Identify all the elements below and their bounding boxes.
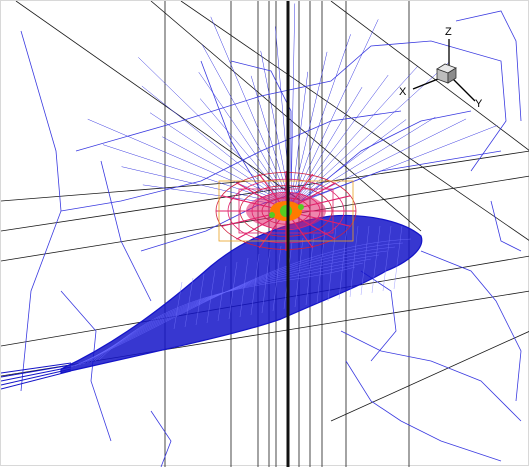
fuselage-mesh-line	[239, 257, 249, 318]
fuselage-mesh-line	[98, 266, 356, 361]
wake-line	[149, 112, 292, 207]
y-axis-label: Y	[475, 98, 483, 110]
tail-boom-line	[1, 368, 72, 386]
rotor-bounding-box	[218, 180, 354, 242]
wake-line	[201, 44, 292, 207]
rotor-hub-marker	[298, 204, 304, 210]
tail-boom-line	[1, 362, 72, 374]
tail-boom-line	[1, 366, 72, 382]
fuselage-mesh-line	[184, 277, 194, 328]
wireframe-edge	[230, 60, 292, 181]
wake-line	[290, 74, 389, 207]
wireframe-edge	[420, 250, 522, 402]
wake-line	[199, 98, 292, 207]
fuselage-mesh-line	[261, 249, 271, 314]
grid-line-diagonal	[330, 1, 529, 151]
wake-line	[290, 61, 450, 207]
wireframe-edge	[340, 330, 522, 422]
fuselage-mesh-line	[272, 245, 282, 312]
wake-line	[290, 3, 296, 207]
wake-line	[290, 86, 363, 207]
fuselage-mesh-line	[316, 229, 326, 304]
fuselage-mesh-line	[349, 225, 359, 298]
grid-line-diagonal	[1, 150, 529, 232]
wireframe-edge	[75, 40, 507, 172]
wake-line	[290, 125, 498, 207]
axis-triad[interactable]: Z X Y	[399, 26, 483, 110]
wake-line	[290, 19, 379, 207]
rotor-hub-center	[280, 205, 292, 217]
tail-boom-line	[1, 370, 72, 390]
fuselage-mesh-line	[294, 237, 304, 308]
fuselage-surface-mesh	[1, 214, 423, 390]
tail-boom-line	[1, 364, 72, 378]
wake-line	[290, 34, 351, 207]
wake-line	[141, 85, 292, 207]
wireframe-edge	[490, 200, 522, 252]
grid-line-diagonal	[180, 1, 529, 241]
fuselage-body	[60, 214, 423, 374]
rotor-hub-marker	[269, 212, 275, 218]
orientation-cube-icon	[436, 63, 457, 84]
wireframe-edge	[200, 60, 262, 192]
fuselage-mesh-line	[173, 281, 183, 330]
wake-line	[210, 16, 292, 207]
wireframe-edge	[360, 270, 397, 362]
fuselage-mesh-line	[382, 225, 392, 292]
wake-line	[290, 119, 407, 207]
grid-line-diagonal	[330, 331, 529, 422]
fuselage-mesh-line	[371, 225, 381, 294]
wake-line	[290, 71, 309, 207]
fuselage-mesh-line	[393, 225, 403, 290]
fuselage-mesh-line	[94, 262, 364, 362]
x-axis-label: X	[399, 86, 407, 98]
wireframe-edge	[455, 10, 522, 122]
wireframe-edge	[300, 150, 502, 202]
wireframe-edge	[100, 160, 152, 302]
z-axis-label: Z	[445, 26, 452, 38]
fuselage-mesh-line	[305, 233, 315, 306]
y-axis-line	[452, 78, 476, 102]
grid-line-diagonal	[1, 180, 252, 202]
wake-line	[198, 72, 292, 207]
wake-line	[87, 118, 292, 207]
fuselage-mesh-line	[338, 225, 348, 300]
grid-line-diagonal	[150, 1, 422, 232]
wireframe-edge	[150, 410, 172, 467]
wake-line	[250, 75, 292, 207]
fuselage-mesh-line	[360, 225, 370, 296]
rotor-inner-box	[238, 188, 334, 234]
rotor-wake-mesh	[215, 171, 357, 251]
wireframe-edge	[345, 360, 502, 462]
grid-line-diagonal	[15, 1, 302, 202]
wake-line	[290, 51, 328, 207]
